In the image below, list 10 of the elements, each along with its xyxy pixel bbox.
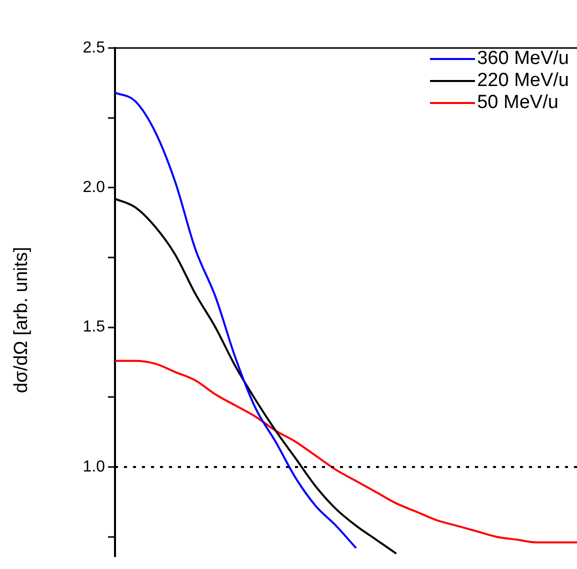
line-series: [114, 360, 577, 544]
y-axis-title: dσ/dΩ [arb. units]: [11, 246, 33, 394]
y-tick-label: 1.0: [82, 458, 106, 476]
y-tick-label: 2.0: [82, 179, 106, 196]
y-tick-label: 1.5: [82, 318, 106, 336]
legend-label: 360 MeV/u: [477, 48, 569, 70]
legend-label: 220 MeV/u: [477, 70, 569, 92]
legend-label: 50 MeV/u: [477, 92, 558, 114]
line-series: [114, 92, 358, 550]
y-tick-label: 2.5: [82, 39, 106, 56]
